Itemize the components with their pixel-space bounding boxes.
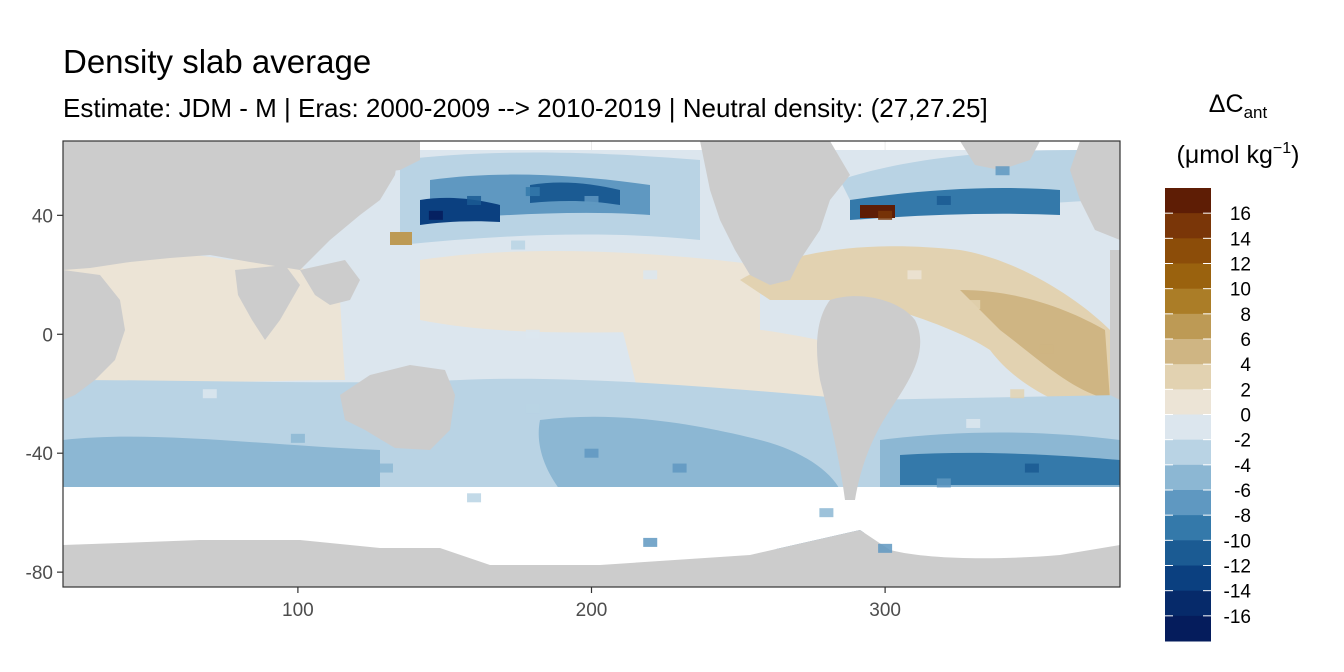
data-cell (202, 389, 217, 399)
legend-label: 6 (1240, 330, 1251, 351)
legend-label: 8 (1240, 305, 1251, 326)
legend-label: -10 (1224, 531, 1251, 552)
legend-swatch (1165, 263, 1211, 290)
data-cell (378, 463, 393, 473)
data-cell (936, 195, 951, 205)
y-tick-label: -40 (26, 444, 53, 465)
legend-title-exp: −1 (1273, 140, 1291, 157)
legend-label: 0 (1240, 406, 1251, 427)
data-cell (511, 240, 526, 250)
no-data-band (63, 487, 1120, 565)
data-cell (290, 433, 305, 443)
legend-labels: 16 14 12 10 8 6 4 2 0 -2 -4 -6 -8 -10 -12 -14 -16 (1165, 204, 1251, 628)
data-cell (1024, 463, 1039, 473)
y-tick-label: 40 (32, 206, 53, 227)
legend-swatch (1165, 439, 1211, 466)
data-cell (643, 537, 658, 547)
data-cell (525, 329, 540, 339)
legend-swatch (1165, 515, 1211, 541)
data-cell (936, 478, 951, 488)
legend-label: 14 (1230, 229, 1252, 250)
legend-swatch (1165, 615, 1211, 642)
legend-swatch (1165, 238, 1211, 264)
y-tick-label: 0 (42, 325, 53, 346)
legend-swatch (1165, 565, 1211, 592)
y-axis: 40 0 -40 -80 (26, 206, 63, 584)
legend-swatch (1165, 414, 1211, 441)
chart-subtitle: Estimate: JDM - M | Eras: 2000-2009 --> … (63, 93, 988, 123)
data-cell (995, 166, 1010, 176)
data-cell (966, 418, 981, 428)
legend-label: 4 (1240, 355, 1251, 376)
legend-title-unit: (μmol kg−1) (1177, 140, 1300, 169)
legend-title-sub: ant (1244, 103, 1268, 122)
data-cell (584, 195, 599, 205)
data-cells (202, 166, 1054, 553)
legend-swatch (1165, 213, 1211, 239)
legend-label: -4 (1234, 456, 1251, 477)
x-axis: 100 200 300 (282, 587, 901, 621)
data-cell (428, 210, 443, 220)
legend-swatch (1165, 490, 1211, 516)
legend-swatch (1165, 188, 1211, 214)
legend-label: -14 (1224, 582, 1252, 603)
data-cell (1039, 344, 1054, 354)
x-tick-label: 200 (576, 600, 608, 621)
data-cell (232, 314, 247, 324)
legend: ΔCant (μmol kg−1) 16 14 12 10 8 6 4 2 0 -2 -4 -6 -8 -… (1165, 90, 1299, 642)
data-cell (966, 300, 981, 310)
data-cell (393, 234, 408, 244)
legend-swatch (1165, 590, 1211, 617)
legend-swatch (1165, 288, 1211, 315)
legend-swatch (1165, 339, 1211, 365)
data-cell (643, 270, 658, 280)
legend-swatch (1165, 464, 1211, 491)
legend-label: -16 (1224, 607, 1251, 628)
x-tick-label: 100 (282, 600, 314, 621)
legend-label: -2 (1234, 431, 1251, 452)
legend-label: 2 (1240, 380, 1251, 401)
data-cell (878, 543, 893, 553)
legend-label: -6 (1234, 481, 1251, 502)
data-cell (878, 210, 893, 220)
data-cell (672, 463, 687, 473)
legend-label: -12 (1224, 557, 1251, 578)
data-cell (525, 404, 540, 414)
x-tick-label: 300 (869, 600, 901, 621)
data-cell (525, 187, 540, 197)
legend-swatch (1165, 313, 1211, 340)
y-tick-label: -80 (26, 563, 53, 584)
data-cell (701, 329, 716, 339)
data-cell (467, 195, 482, 205)
legend-title-close: ) (1291, 141, 1299, 169)
data-cell (819, 508, 834, 518)
chart-title: Density slab average (63, 43, 372, 80)
legend-swatch (1165, 389, 1211, 415)
legend-label: 12 (1230, 255, 1251, 276)
legend-label: -8 (1234, 506, 1251, 527)
legend-label: 16 (1230, 204, 1251, 225)
legend-title-main: ΔCant (1209, 90, 1268, 122)
data-cell (1010, 389, 1025, 399)
data-cell (467, 493, 482, 503)
legend-colorbar (1165, 188, 1211, 642)
data-cell (584, 448, 599, 458)
legend-swatch (1165, 540, 1211, 566)
data-cell (907, 270, 922, 280)
legend-swatch (1165, 364, 1211, 390)
land-masses (63, 141, 1120, 587)
legend-label: 10 (1230, 280, 1251, 301)
